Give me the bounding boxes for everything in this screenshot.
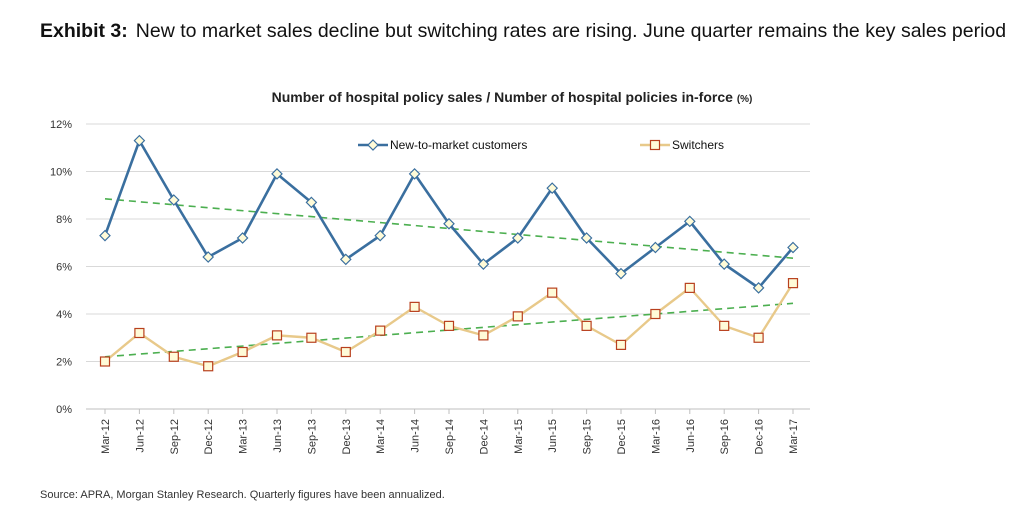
exhibit-heading: Exhibit 3: New to market sales decline bu… (40, 18, 1010, 45)
x-tick-label: Mar-15 (513, 419, 525, 454)
y-tick-label: 2% (56, 357, 72, 369)
x-tick-label: Sep-14 (444, 419, 456, 454)
data-point (168, 351, 179, 362)
y-tick-label: 4% (56, 309, 72, 321)
data-point (581, 320, 592, 331)
y-tick-label: 10% (50, 167, 72, 179)
data-point (306, 332, 317, 343)
series-line (103, 139, 794, 290)
x-tick-label: Jun-16 (685, 419, 697, 453)
exhibit-label: Exhibit 3: (40, 20, 128, 42)
x-tick-label: Dec-12 (203, 419, 215, 454)
data-point (511, 232, 524, 244)
data-point (443, 217, 455, 230)
data-point (547, 287, 558, 298)
chart-title-text: Number of hospital policy sales / Number… (271, 89, 733, 105)
x-tick-label: Mar-16 (650, 419, 662, 454)
data-point (787, 241, 799, 254)
exhibit-text: New to market sales decline but switchin… (135, 20, 1007, 42)
data-point (339, 253, 352, 266)
data-point (650, 308, 661, 320)
data-point (133, 134, 146, 147)
legend-label: New-to-market customers (390, 138, 527, 152)
data-point (408, 168, 421, 180)
y-tick-label: 6% (56, 262, 72, 274)
x-tick-label: Dec-13 (341, 419, 353, 454)
data-point (718, 258, 731, 270)
data-point (409, 301, 420, 312)
data-point (340, 346, 351, 358)
data-point (580, 232, 593, 244)
x-tick-label: Jun-15 (547, 419, 559, 453)
x-tick-label: Sep-16 (719, 419, 731, 454)
y-tick-label: 12% (50, 119, 72, 131)
data-point (237, 346, 248, 358)
x-tick-label: Jun-14 (410, 419, 422, 453)
x-tick-label: Dec-15 (616, 419, 628, 454)
data-point (753, 332, 764, 343)
data-point (615, 267, 627, 280)
x-tick-label: Mar-17 (788, 419, 800, 454)
x-tick-label: Sep-12 (169, 419, 181, 454)
chart-title-unit: (%) (736, 94, 753, 105)
data-point (719, 320, 730, 331)
data-point (99, 229, 111, 242)
data-point (649, 241, 662, 254)
x-tick-label: Dec-16 (754, 419, 766, 454)
data-point (752, 282, 765, 294)
y-tick-label: 8% (56, 214, 72, 226)
x-tick-label: Mar-12 (100, 419, 112, 454)
data-point (443, 320, 455, 331)
x-tick-label: Sep-15 (582, 419, 594, 454)
x-tick-label: Mar-14 (375, 419, 387, 454)
source-note: Source: APRA, Morgan Stanley Research. Q… (40, 489, 445, 501)
data-point (236, 232, 249, 244)
data-point (167, 194, 180, 206)
data-point (374, 229, 387, 242)
x-tick-label: Mar-13 (238, 419, 250, 454)
data-point (512, 311, 523, 322)
legend-marker (649, 139, 661, 151)
x-tick-label: Jun-13 (272, 419, 284, 453)
data-point (546, 182, 559, 194)
data-point (684, 282, 695, 293)
data-point (99, 356, 111, 367)
data-point (615, 339, 627, 350)
data-point (683, 215, 696, 228)
data-point (203, 361, 214, 372)
chart-title: Number of hospital policy sales / Number… (0, 89, 1024, 105)
data-point (271, 168, 283, 180)
data-point (478, 330, 489, 341)
data-point (271, 330, 283, 341)
data-point (305, 196, 318, 209)
x-tick-label: Jun-12 (134, 419, 146, 453)
data-point (787, 278, 799, 289)
data-point (477, 258, 490, 270)
data-point (202, 251, 215, 263)
legend-label: Switchers (672, 138, 724, 152)
x-tick-label: Dec-14 (478, 419, 490, 454)
x-tick-label: Sep-13 (306, 419, 318, 454)
y-tick-label: 0% (56, 404, 72, 416)
legend-marker (367, 139, 379, 151)
data-point (375, 325, 386, 336)
data-point (134, 327, 145, 339)
